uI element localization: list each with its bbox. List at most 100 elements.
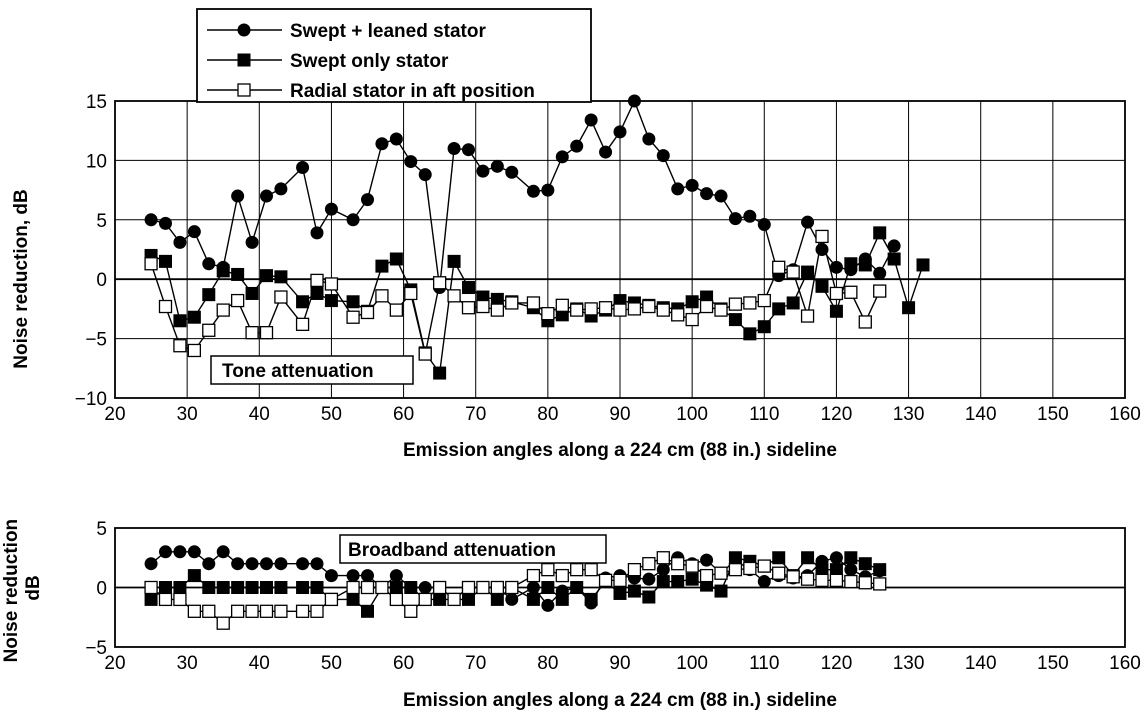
data-point xyxy=(829,304,843,318)
data-point xyxy=(296,557,310,571)
data-point xyxy=(230,293,245,308)
data-point xyxy=(375,259,389,273)
data-point xyxy=(158,299,173,314)
data-point xyxy=(599,145,613,159)
data-point xyxy=(173,235,187,249)
data-point xyxy=(772,566,786,580)
data-point xyxy=(613,125,627,139)
data-point xyxy=(346,213,360,227)
data-point xyxy=(310,581,324,594)
data-point xyxy=(584,113,598,127)
data-point xyxy=(844,574,858,589)
data-point xyxy=(418,581,432,594)
data-point xyxy=(375,137,389,151)
x-tick-label: 130 xyxy=(893,404,925,425)
data-point xyxy=(858,258,872,272)
data-point xyxy=(274,604,288,618)
data-point xyxy=(361,604,374,618)
data-point xyxy=(873,563,887,577)
data-point xyxy=(202,581,216,594)
data-point xyxy=(700,187,714,201)
data-point xyxy=(231,267,245,281)
data-point xyxy=(231,557,245,571)
data-point xyxy=(743,561,757,576)
legend-entry-radial-stator-in-aft-position: Radial stator in aft position xyxy=(207,81,535,102)
data-point xyxy=(245,286,259,300)
x-tick-label: 100 xyxy=(676,653,708,674)
data-point xyxy=(187,225,201,239)
top-x-axis-label: Emission angles along a 224 cm (88 in.) … xyxy=(403,440,837,461)
data-point xyxy=(144,557,158,571)
data-point xyxy=(728,313,742,327)
data-point xyxy=(260,269,273,283)
x-tick-label: 110 xyxy=(749,404,779,425)
data-point xyxy=(158,592,173,607)
top-x-ticks: 20 30 40 50 60 70 80 90 100 110 120 130 140 150 160 xyxy=(104,404,1140,425)
x-tick-label: 90 xyxy=(609,653,630,674)
x-tick-label: 150 xyxy=(1037,404,1069,425)
x-tick-label: 20 xyxy=(104,653,125,674)
y-tick-label: 5 xyxy=(96,519,107,540)
legend-label: Swept + leaned stator xyxy=(290,21,486,42)
y-tick-label: 15 xyxy=(86,92,107,113)
data-point xyxy=(714,584,728,598)
legend: Swept + leaned stator Swept only stator Ra… xyxy=(196,8,592,103)
x-tick-label: 30 xyxy=(177,404,198,425)
data-point xyxy=(490,303,505,317)
data-point xyxy=(728,297,743,311)
data-point xyxy=(245,326,259,340)
data-point xyxy=(800,572,815,586)
data-point xyxy=(505,296,519,310)
x-tick-label: 40 xyxy=(249,404,270,425)
broadband-attenuation-plot: −5 0 5 20 30 40 50 60 70 80 90 100 110 120 130 140 150 1… xyxy=(1,519,1141,711)
data-point xyxy=(447,142,461,156)
data-point xyxy=(404,286,418,301)
data-point xyxy=(173,581,187,594)
data-point xyxy=(801,265,815,279)
data-point xyxy=(757,218,771,232)
x-tick-label: 160 xyxy=(1109,653,1141,674)
data-point xyxy=(360,305,375,320)
series-swept-leaned-stator xyxy=(144,94,901,295)
data-point xyxy=(505,592,519,606)
data-point xyxy=(324,592,339,607)
data-point xyxy=(461,580,476,595)
data-point xyxy=(245,235,259,249)
data-point xyxy=(685,572,699,586)
x-tick-label: 120 xyxy=(821,653,853,674)
data-point xyxy=(216,264,230,278)
data-point xyxy=(541,598,555,612)
legend-marker xyxy=(237,83,251,97)
data-point xyxy=(447,289,461,303)
data-point xyxy=(541,563,555,577)
data-point xyxy=(361,569,374,583)
data-point xyxy=(642,132,656,146)
data-point xyxy=(159,581,172,594)
data-point xyxy=(671,575,685,589)
data-point xyxy=(404,155,418,169)
data-point xyxy=(570,563,584,577)
data-point xyxy=(216,545,230,559)
data-point xyxy=(627,563,642,577)
data-point xyxy=(526,296,541,310)
bottom-x-axis-label: Emission angles along a 224 cm (88 in.) … xyxy=(403,690,837,711)
data-point xyxy=(772,260,786,274)
data-point xyxy=(295,604,310,618)
data-point xyxy=(526,568,541,583)
data-point xyxy=(187,310,201,324)
data-point xyxy=(310,604,324,618)
data-point xyxy=(858,557,872,571)
data-point xyxy=(432,276,447,290)
data-point xyxy=(800,309,815,323)
data-point xyxy=(555,592,569,606)
tone-attenuation-plot: −10 −5 0 5 10 15 20 30 40 50 60 70 80 90 100 110 120 130… xyxy=(11,92,1141,461)
y-tick-label: −10 xyxy=(75,389,107,410)
legend-entry-swept-leaned-stator: Swept + leaned stator xyxy=(207,21,486,42)
y-tick-label: 5 xyxy=(96,211,107,232)
series-radial-stator-in-aft-position xyxy=(144,551,887,630)
data-point xyxy=(656,575,670,589)
bottom-series xyxy=(144,545,887,630)
x-tick-label: 50 xyxy=(321,653,342,674)
data-point xyxy=(685,559,699,573)
data-point xyxy=(245,581,259,594)
